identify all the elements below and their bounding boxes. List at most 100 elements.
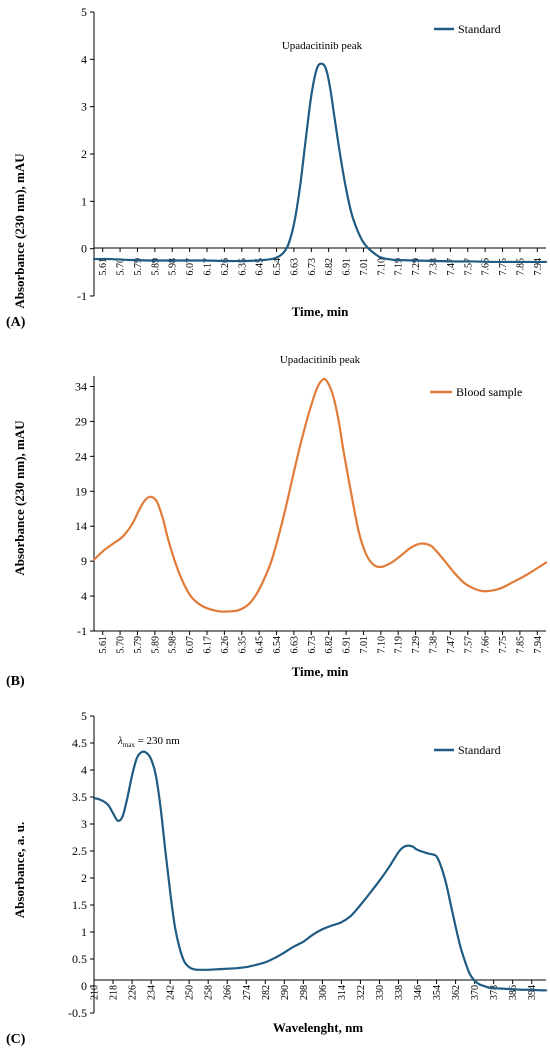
x-tick-label: 258 bbox=[204, 985, 215, 1000]
x-axis-label: Wavelenght, nm bbox=[273, 1020, 363, 1035]
y-tick-label: 3 bbox=[81, 100, 87, 114]
y-tick-label: 1.5 bbox=[72, 898, 87, 912]
x-tick-label: 7.38 bbox=[429, 258, 440, 276]
x-tick-label: 7.94 bbox=[533, 636, 544, 654]
y-axis-label: Absorbance (230 nm), mAU bbox=[12, 420, 27, 576]
x-tick-label: 6.07 bbox=[185, 636, 196, 654]
x-tick-label: 6.54 bbox=[272, 636, 283, 654]
x-tick-label: 6.91 bbox=[342, 258, 353, 276]
x-tick-label: 218 bbox=[109, 985, 120, 1000]
x-tick-label: 6.17 bbox=[203, 636, 214, 654]
x-tick-label: 5.89 bbox=[150, 258, 161, 276]
x-tick-label: 274 bbox=[242, 985, 253, 1000]
series-line bbox=[92, 62, 548, 264]
y-tick-label: 29 bbox=[75, 414, 87, 428]
legend-label: Standard bbox=[458, 22, 501, 36]
x-tick-label: 7.29 bbox=[411, 636, 422, 654]
chart-panel-a: Absorbance (230 nm), mAU Time, min (A) U… bbox=[6, 5, 548, 330]
x-tick-label: 394 bbox=[527, 985, 538, 1000]
x-tick-label: 7.66 bbox=[481, 258, 492, 276]
x-tick-label: 234 bbox=[147, 985, 158, 1000]
x-tick-label: 226 bbox=[128, 985, 139, 1000]
x-tick-label: 362 bbox=[451, 985, 462, 1000]
x-tick-label: 6.63 bbox=[289, 636, 300, 654]
x-tick-label: 7.29 bbox=[411, 258, 422, 276]
y-tick-label: 24 bbox=[75, 449, 87, 463]
x-tick-label: 7.38 bbox=[429, 636, 440, 654]
x-tick-label: 6.45 bbox=[255, 258, 266, 276]
y-tick-label: 0.5 bbox=[72, 952, 87, 966]
y-tick-label: -1 bbox=[77, 624, 87, 638]
x-tick-label: 5.61 bbox=[98, 258, 109, 276]
x-tick-label: 7.85 bbox=[515, 636, 526, 654]
x-tick-label: 5.89 bbox=[150, 636, 161, 654]
x-tick-label: 6.26 bbox=[220, 636, 231, 654]
y-axis-label: Absorbance (230 nm), mAU bbox=[12, 153, 27, 309]
x-tick-label: 5.61 bbox=[98, 636, 109, 654]
y-tick-label: 0 bbox=[81, 242, 87, 256]
y-tick-label: 3.5 bbox=[72, 790, 87, 804]
x-tick-label: 306 bbox=[318, 985, 329, 1000]
x-tick-label: 210 bbox=[90, 985, 101, 1000]
series-line bbox=[92, 750, 548, 992]
x-tick-label: 5.98 bbox=[168, 636, 179, 654]
y-tick-label: 4 bbox=[81, 589, 87, 603]
y-tick-label: 4 bbox=[81, 763, 87, 777]
x-tick-label: 298 bbox=[299, 985, 310, 1000]
legend-label: Standard bbox=[458, 743, 501, 757]
x-tick-label: 314 bbox=[337, 985, 348, 1000]
y-tick-label: 3 bbox=[81, 817, 87, 831]
y-tick-label: 19 bbox=[75, 484, 87, 498]
x-tick-label: 5.70 bbox=[116, 258, 127, 276]
y-tick-label: 4.5 bbox=[72, 736, 87, 750]
x-tick-label: 6.35 bbox=[237, 258, 248, 276]
legend: Standard bbox=[434, 22, 501, 36]
x-tick-label: 7.75 bbox=[498, 636, 509, 654]
legend: Blood sample bbox=[430, 385, 522, 399]
x-tick-label: 5.70 bbox=[116, 636, 127, 654]
x-axis-label: Time, min bbox=[292, 304, 350, 319]
x-tick-label: 7.01 bbox=[359, 258, 370, 276]
x-tick-label: 330 bbox=[375, 985, 386, 1000]
x-tick-label: 6.17 bbox=[203, 258, 214, 276]
x-tick-label: 5.79 bbox=[133, 636, 144, 654]
y-tick-label: 5 bbox=[81, 5, 87, 19]
legend: Standard bbox=[434, 743, 501, 757]
y-tick-label: 9 bbox=[81, 554, 87, 568]
y-tick-label: 14 bbox=[75, 519, 87, 533]
y-tick-label: -1 bbox=[77, 289, 87, 303]
x-tick-label: 7.66 bbox=[481, 636, 492, 654]
x-tick-label: 346 bbox=[413, 985, 424, 1000]
x-tick-label: 7.19 bbox=[394, 258, 405, 276]
y-tick-label: 2.5 bbox=[72, 844, 87, 858]
peak-annotation: Upadacitinib peak bbox=[282, 40, 363, 52]
y-tick-label: -0.5 bbox=[68, 1006, 87, 1020]
x-tick-label: 370 bbox=[470, 985, 481, 1000]
x-tick-label: 5.79 bbox=[133, 258, 144, 276]
x-tick-label: 290 bbox=[280, 985, 291, 1000]
panel-letter: (A) bbox=[6, 315, 26, 330]
y-axis-label: Absorbance, a. u. bbox=[12, 822, 27, 918]
panel-letter: (B) bbox=[6, 674, 25, 689]
y-tick-label: 4 bbox=[81, 52, 87, 66]
x-tick-label: 386 bbox=[508, 985, 519, 1000]
x-tick-label: 7.01 bbox=[359, 636, 370, 654]
x-tick-label: 378 bbox=[489, 985, 500, 1000]
x-tick-label: 6.26 bbox=[220, 258, 231, 276]
x-tick-label: 5.98 bbox=[168, 258, 179, 276]
x-tick-label: 338 bbox=[394, 985, 405, 1000]
panel-letter: (C) bbox=[6, 1032, 26, 1047]
x-tick-label: 7.94 bbox=[533, 258, 544, 276]
legend-label: Blood sample bbox=[456, 385, 522, 399]
x-tick-label: 7.57 bbox=[463, 636, 474, 654]
x-tick-label: 6.73 bbox=[307, 258, 318, 276]
y-tick-label: 1 bbox=[81, 925, 87, 939]
x-tick-label: 242 bbox=[166, 985, 177, 1000]
series-line bbox=[92, 377, 548, 613]
chart-panel-b: Absorbance (230 nm), mAU Time, min (B) U… bbox=[6, 354, 548, 689]
x-tick-label: 7.75 bbox=[498, 258, 509, 276]
x-tick-label: 7.19 bbox=[394, 636, 405, 654]
x-tick-label: 6.45 bbox=[255, 636, 266, 654]
